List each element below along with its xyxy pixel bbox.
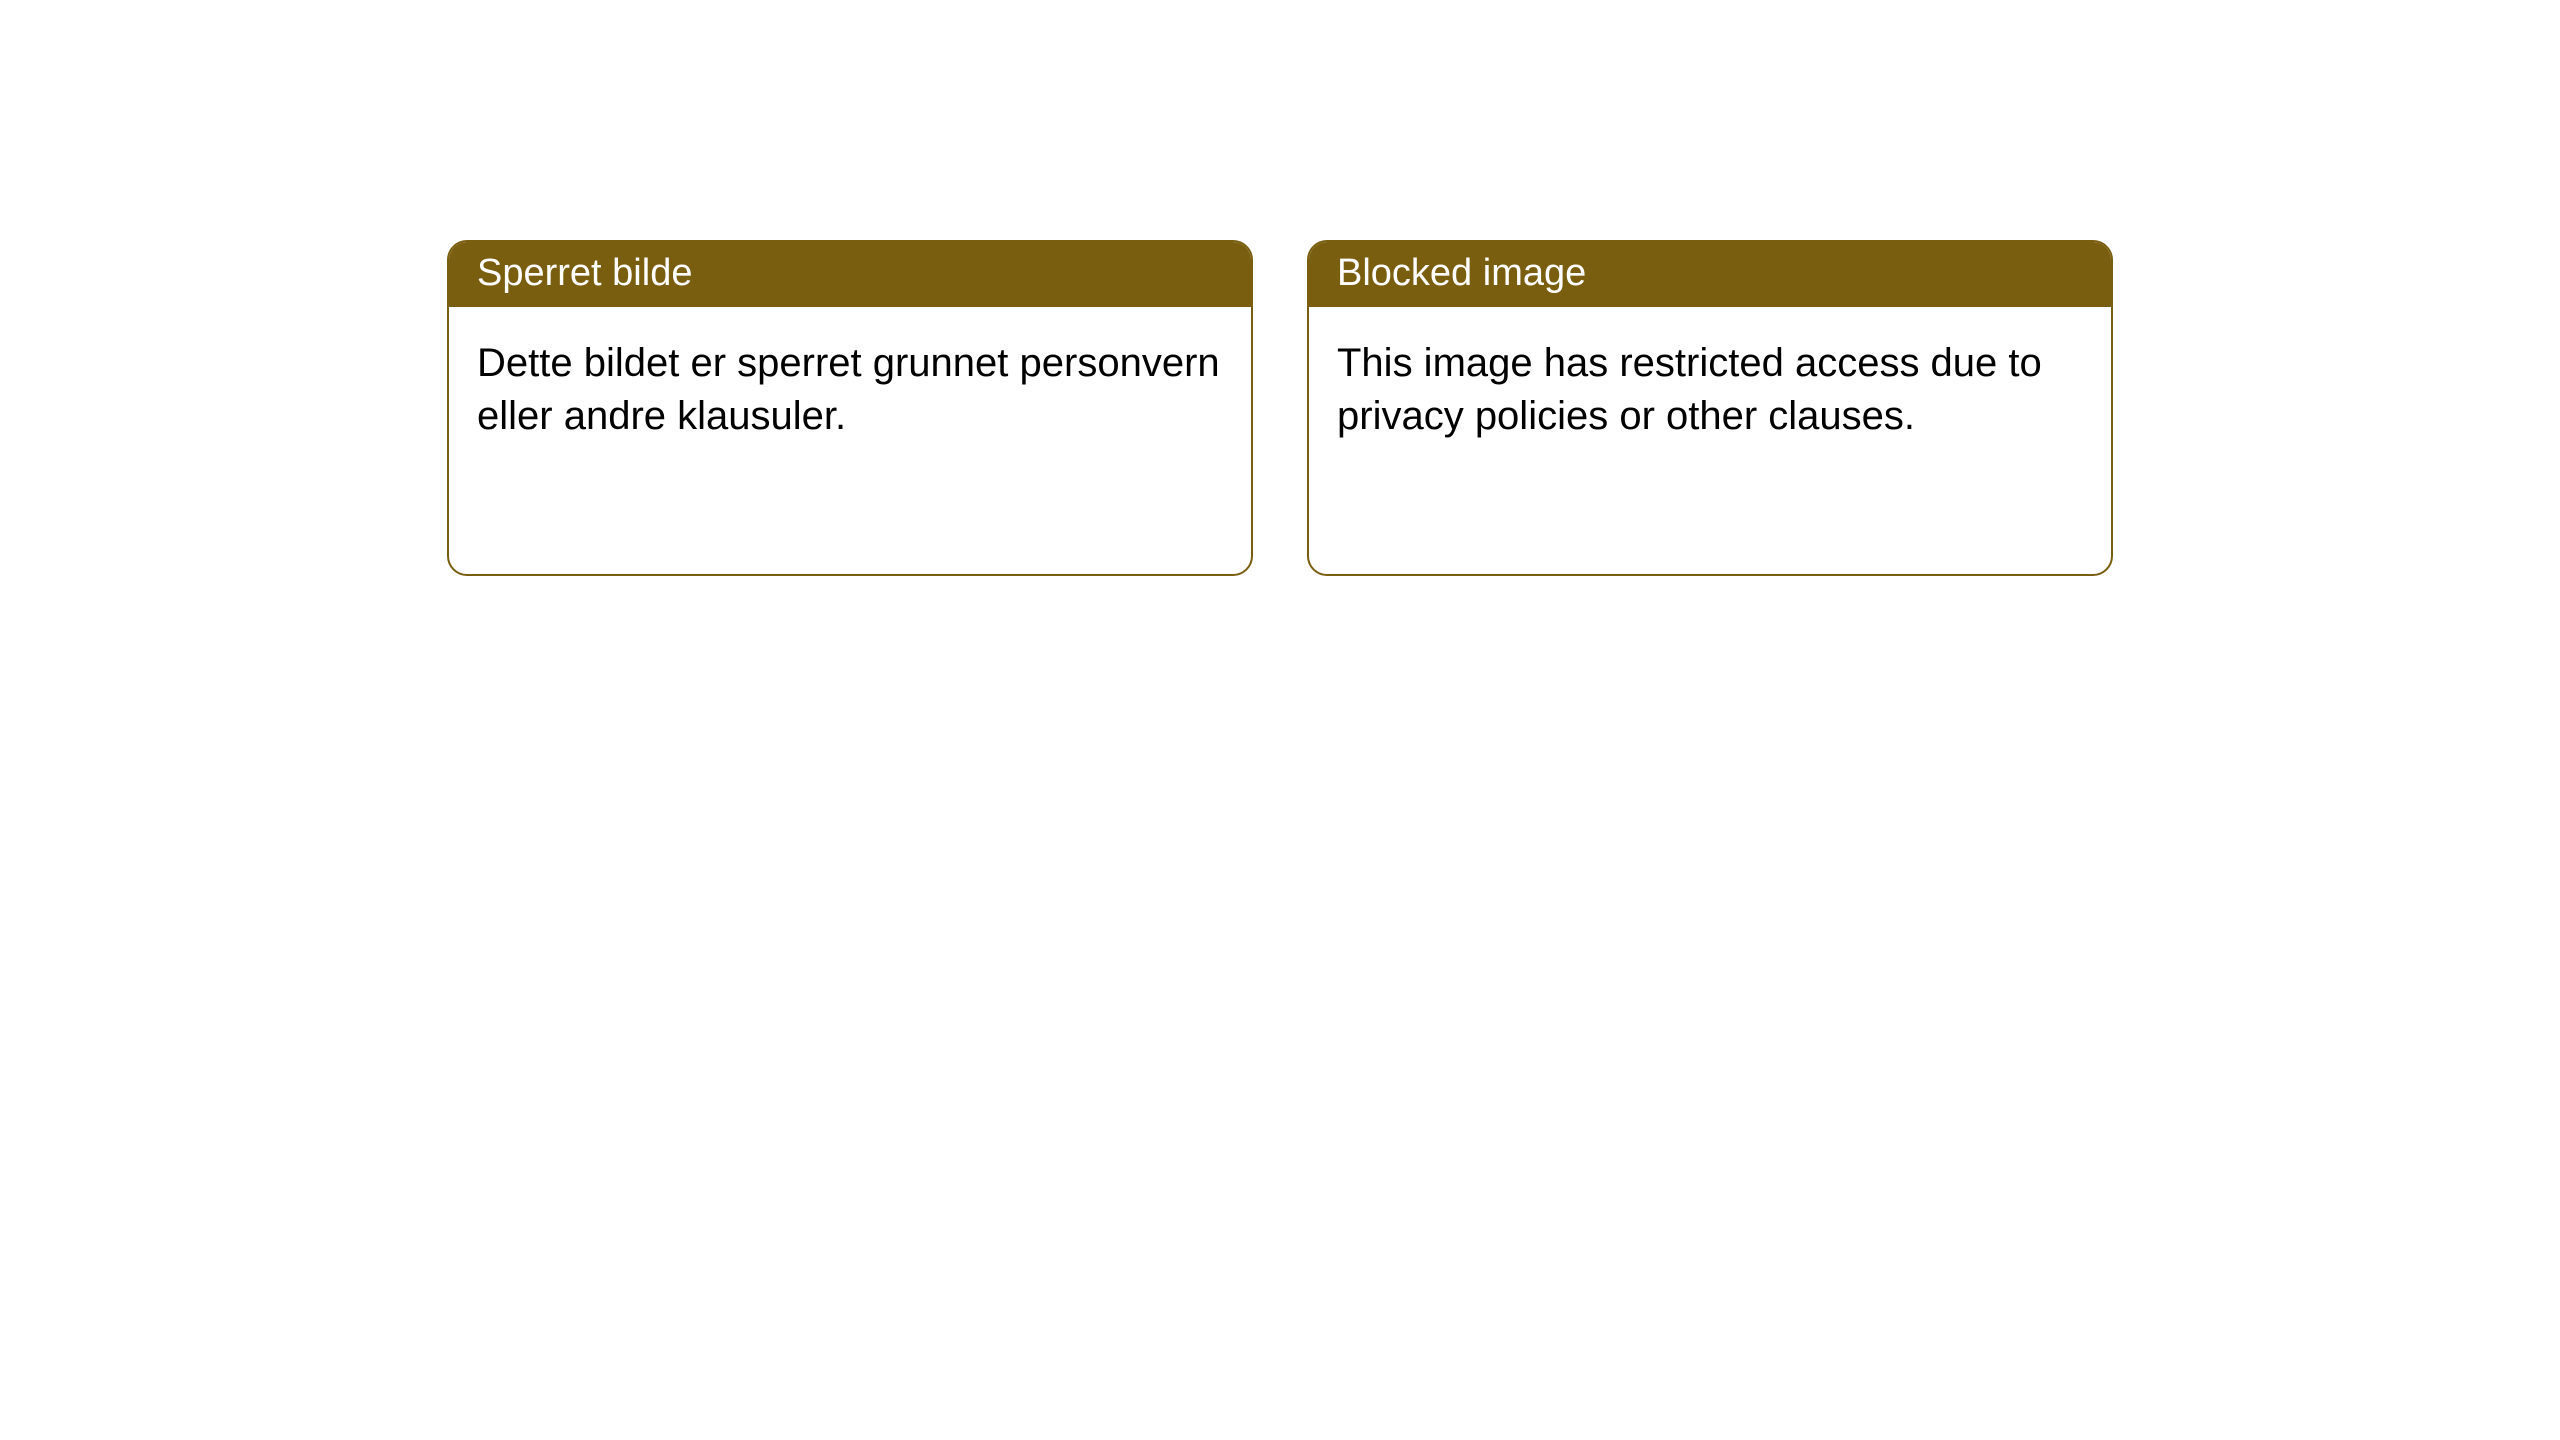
notice-box-english: Blocked image This image has restricted … xyxy=(1307,240,2113,576)
notice-container: Sperret bilde Dette bildet er sperret gr… xyxy=(447,240,2113,576)
notice-box-norwegian: Sperret bilde Dette bildet er sperret gr… xyxy=(447,240,1253,576)
notice-body: Dette bildet er sperret grunnet personve… xyxy=(449,307,1251,473)
notice-header: Sperret bilde xyxy=(449,242,1251,307)
notice-body: This image has restricted access due to … xyxy=(1309,307,2111,473)
notice-header: Blocked image xyxy=(1309,242,2111,307)
